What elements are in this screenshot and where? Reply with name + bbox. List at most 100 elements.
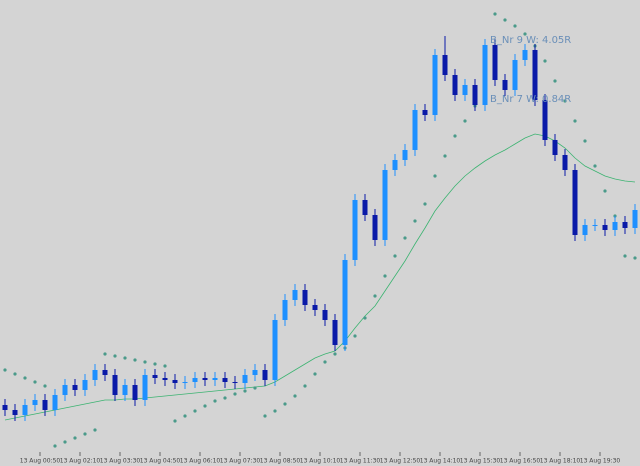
sar-dot — [213, 399, 217, 403]
candle-body — [162, 378, 168, 380]
sar-dot — [523, 32, 527, 36]
candle-body — [202, 378, 208, 380]
sar-dot — [373, 294, 377, 298]
x-tick-label: 13 Aug 15:30 — [460, 458, 501, 465]
candle-body — [92, 370, 98, 380]
candle-body — [372, 215, 378, 240]
candle-body — [142, 375, 148, 400]
candle-body — [512, 60, 518, 90]
sar-dot — [193, 409, 197, 413]
sar-dot — [583, 139, 587, 143]
candle-body — [442, 55, 448, 75]
sar-dot — [353, 334, 357, 338]
x-tick-label: 13 Aug 08:50 — [260, 458, 301, 465]
sar-dot — [173, 419, 177, 423]
sar-dot — [23, 376, 27, 380]
candle-body — [62, 385, 68, 395]
sar-dot — [333, 352, 337, 356]
sar-dot — [313, 372, 317, 376]
sar-dot — [443, 154, 447, 158]
sar-dot — [593, 164, 597, 168]
candle-body — [602, 225, 608, 230]
sar-dot — [423, 202, 427, 206]
candle-body — [252, 370, 258, 375]
sar-dot — [263, 414, 267, 418]
candle-body — [112, 375, 118, 395]
candle-body — [632, 210, 638, 228]
sar-dot — [323, 360, 327, 364]
candle-body — [452, 75, 458, 95]
candle-body — [502, 80, 508, 90]
candle-body — [432, 55, 438, 115]
sar-dot — [73, 436, 77, 440]
sar-dot — [383, 274, 387, 278]
candle-body — [622, 222, 628, 228]
candle-body — [242, 375, 248, 383]
candle-body — [182, 382, 188, 383]
sar-dot — [603, 189, 607, 193]
sar-dot — [13, 372, 17, 376]
candle-body — [582, 225, 588, 235]
sar-dot — [633, 256, 637, 260]
candle-body — [472, 85, 478, 105]
x-tick-label: 13 Aug 07:30 — [220, 458, 261, 465]
candle-body — [462, 85, 468, 95]
candle-body — [612, 222, 618, 230]
candle-body — [82, 380, 88, 390]
sar-dot — [233, 392, 237, 396]
candle-body — [172, 380, 178, 383]
sar-dot — [83, 432, 87, 436]
sar-dot — [463, 119, 467, 123]
candle-body — [592, 225, 598, 226]
candle-body — [262, 370, 268, 380]
candle-body — [102, 370, 108, 375]
sar-dot — [103, 352, 107, 356]
sar-dot — [243, 389, 247, 393]
moving-average-line — [4, 133, 636, 421]
candle-body — [302, 290, 308, 305]
candle-body — [562, 155, 568, 170]
candle-body — [492, 45, 498, 80]
candle-body — [32, 400, 38, 405]
sar-dot — [303, 384, 307, 388]
candle-body — [312, 305, 318, 310]
candle-body — [542, 100, 548, 140]
sar-dot — [363, 316, 367, 320]
candle-body — [522, 50, 528, 60]
trade-annotation: B_Nr 9 W: 4.05R — [490, 35, 571, 46]
sar-dot — [563, 99, 567, 103]
candle-body — [342, 260, 348, 345]
candle-body — [2, 405, 8, 410]
candle-body — [322, 310, 328, 320]
sar-dot — [413, 219, 417, 223]
candle-body — [482, 45, 488, 105]
x-tick-label: 13 Aug 00:50 — [20, 458, 61, 465]
sar-dot — [553, 79, 557, 83]
sar-dot — [163, 364, 167, 368]
candle-body — [152, 375, 158, 378]
sar-dot — [203, 404, 207, 408]
sar-dot — [123, 356, 127, 360]
sar-dot — [223, 396, 227, 400]
candle-body — [412, 110, 418, 150]
sar-dot — [503, 18, 507, 22]
sar-dot — [183, 414, 187, 418]
sar-dot — [493, 12, 497, 16]
x-tick-label: 13 Aug 04:50 — [140, 458, 181, 465]
candle-body — [212, 378, 218, 380]
sar-dot — [93, 428, 97, 432]
sar-dot — [623, 254, 627, 258]
candle-body — [272, 320, 278, 380]
sar-dot — [53, 444, 57, 448]
sar-dot — [453, 134, 457, 138]
sar-dot — [293, 394, 297, 398]
sar-dot — [3, 368, 7, 372]
x-tick-label: 13 Aug 12:50 — [380, 458, 421, 465]
x-tick-label: 13 Aug 03:30 — [100, 458, 141, 465]
candle-body — [552, 140, 558, 155]
x-tick-label: 13 Aug 10:10 — [300, 458, 341, 465]
sar-dot — [273, 409, 277, 413]
sar-dot — [403, 236, 407, 240]
